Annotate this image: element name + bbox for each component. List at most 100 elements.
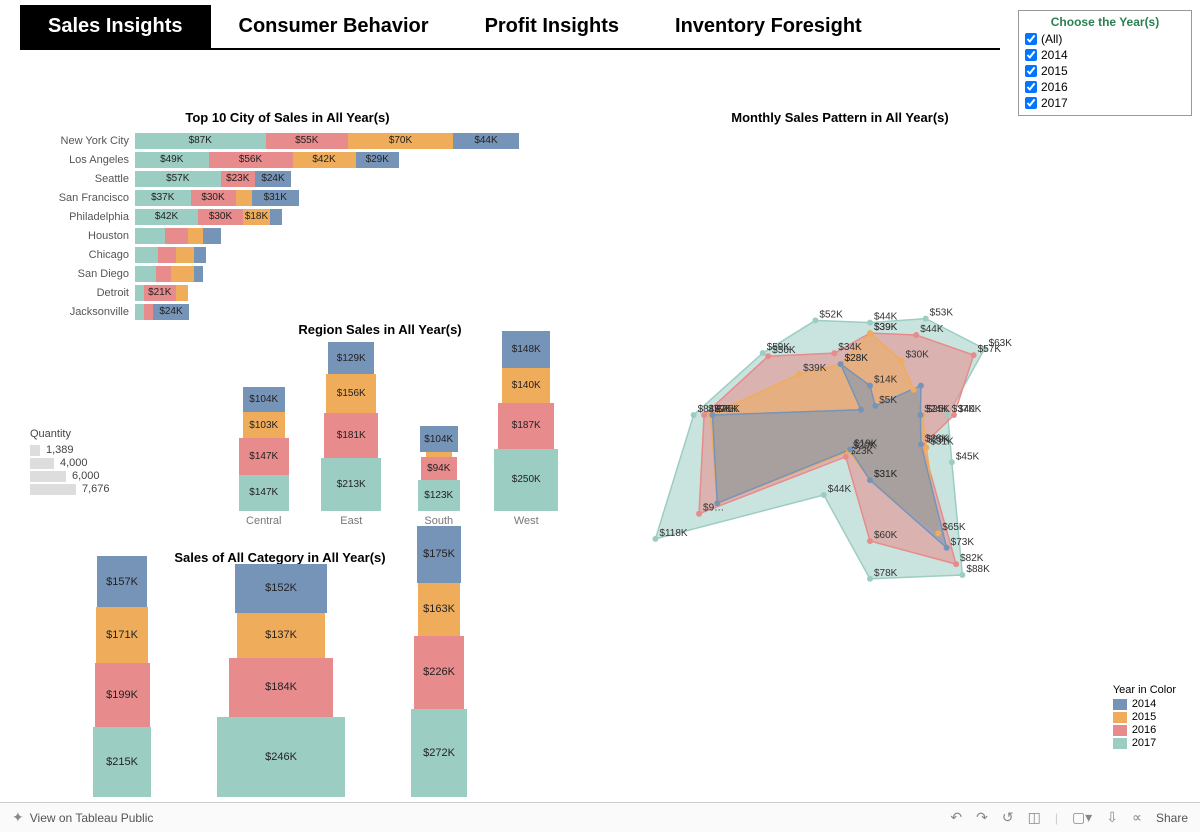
replay-icon[interactable]: ↺: [1002, 809, 1014, 826]
city-seg[interactable]: [270, 209, 282, 225]
city-seg[interactable]: [176, 247, 194, 263]
tab-profit-insights[interactable]: Profit Insights: [457, 5, 647, 48]
category-seg[interactable]: $184K: [229, 658, 333, 718]
radar-point[interactable]: [710, 412, 716, 418]
radar-point[interactable]: [867, 383, 873, 389]
region-seg[interactable]: $104K: [420, 426, 458, 452]
radar-point[interactable]: [935, 530, 941, 536]
category-seg[interactable]: $163K: [418, 583, 460, 636]
radar-point[interactable]: [812, 317, 818, 323]
category-seg[interactable]: $246K: [217, 717, 345, 797]
category-seg[interactable]: $137K: [237, 613, 325, 657]
region-seg[interactable]: $140K: [502, 368, 550, 403]
footer-view-link[interactable]: View on Tableau Public: [30, 811, 154, 825]
color-legend-row[interactable]: 2017: [1113, 737, 1176, 749]
color-legend-row[interactable]: 2016: [1113, 724, 1176, 736]
city-seg[interactable]: [176, 285, 188, 301]
radar-point[interactable]: [867, 538, 873, 544]
radar-point[interactable]: [911, 387, 917, 393]
region-seg[interactable]: $94K: [421, 457, 457, 480]
radar-point[interactable]: [918, 383, 924, 389]
city-seg[interactable]: $42K: [135, 209, 198, 225]
radar-point[interactable]: [872, 403, 878, 409]
city-seg[interactable]: [156, 266, 171, 282]
tab-consumer-behavior[interactable]: Consumer Behavior: [211, 5, 457, 48]
radar-point[interactable]: [867, 320, 873, 326]
city-seg[interactable]: $57K: [135, 171, 221, 187]
region-seg[interactable]: $104K: [243, 387, 285, 413]
radar-point[interactable]: [796, 371, 802, 377]
radar-point[interactable]: [951, 412, 957, 418]
category-seg[interactable]: $157K: [97, 556, 147, 607]
city-seg[interactable]: $37K: [135, 190, 191, 206]
city-seg[interactable]: [236, 190, 253, 206]
region-seg[interactable]: $147K: [239, 475, 289, 511]
city-seg[interactable]: $31K: [252, 190, 299, 206]
city-seg[interactable]: $18K: [243, 209, 270, 225]
radar-point[interactable]: [843, 454, 849, 460]
radar-point[interactable]: [913, 332, 919, 338]
city-seg[interactable]: $87K: [135, 133, 266, 149]
radar-point[interactable]: [847, 447, 853, 453]
region-seg[interactable]: $129K: [328, 342, 374, 374]
category-seg[interactable]: $175K: [417, 526, 461, 583]
radar-point[interactable]: [696, 511, 702, 517]
radar-point[interactable]: [949, 459, 955, 465]
year-checkbox[interactable]: [1025, 33, 1037, 45]
color-legend-row[interactable]: 2015: [1113, 711, 1176, 723]
radar-point[interactable]: [652, 536, 658, 542]
tab-inventory-foresight[interactable]: Inventory Foresight: [647, 5, 890, 48]
radar-point[interactable]: [831, 350, 837, 356]
radar-point[interactable]: [691, 412, 697, 418]
category-seg[interactable]: $152K: [235, 564, 327, 613]
radar-point[interactable]: [959, 572, 965, 578]
redo-icon[interactable]: ↷: [976, 809, 988, 826]
region-seg[interactable]: $156K: [326, 374, 376, 413]
city-seg[interactable]: [158, 247, 176, 263]
region-seg[interactable]: $123K: [418, 480, 460, 511]
share-icon[interactable]: ∝: [1132, 809, 1142, 826]
city-seg[interactable]: [165, 228, 188, 244]
radar-point[interactable]: [923, 445, 929, 451]
city-seg[interactable]: [194, 247, 206, 263]
city-seg[interactable]: [135, 228, 165, 244]
radar-point[interactable]: [953, 561, 959, 567]
radar-point[interactable]: [918, 441, 924, 447]
category-seg[interactable]: $272K: [411, 709, 467, 797]
city-seg[interactable]: $49K: [135, 152, 209, 168]
region-seg[interactable]: $148K: [502, 331, 550, 368]
radar-point[interactable]: [821, 492, 827, 498]
radar-point[interactable]: [867, 576, 873, 582]
radar-point[interactable]: [971, 352, 977, 358]
radar-point[interactable]: [899, 357, 905, 363]
city-seg[interactable]: [188, 228, 203, 244]
year-option[interactable]: (All): [1023, 31, 1187, 47]
city-seg[interactable]: $56K: [209, 152, 293, 168]
city-seg[interactable]: $24K: [255, 171, 291, 187]
present-icon[interactable]: ▢▾: [1072, 809, 1092, 826]
radar-point[interactable]: [917, 412, 923, 418]
undo-icon[interactable]: ↶: [950, 809, 962, 826]
radar-point[interactable]: [867, 330, 873, 336]
pause-icon[interactable]: ◫: [1028, 809, 1041, 826]
city-seg[interactable]: [203, 228, 221, 244]
radar-point[interactable]: [701, 412, 707, 418]
region-seg[interactable]: $103K: [243, 412, 285, 438]
radar-point[interactable]: [838, 361, 844, 367]
radar-point[interactable]: [714, 500, 720, 506]
city-seg[interactable]: [171, 266, 194, 282]
city-seg[interactable]: [144, 304, 153, 320]
city-seg[interactable]: $21K: [144, 285, 176, 301]
city-seg[interactable]: $30K: [198, 209, 243, 225]
region-seg[interactable]: $147K: [239, 438, 289, 474]
radar-point[interactable]: [923, 316, 929, 322]
category-seg[interactable]: $215K: [93, 727, 151, 797]
category-seg[interactable]: $171K: [96, 607, 148, 662]
region-seg[interactable]: $213K: [321, 458, 381, 511]
region-seg[interactable]: $187K: [498, 403, 554, 449]
region-seg[interactable]: $181K: [324, 413, 378, 458]
share-button[interactable]: Share: [1156, 811, 1188, 825]
city-seg[interactable]: $70K: [348, 133, 453, 149]
radar-point[interactable]: [765, 353, 771, 359]
city-seg[interactable]: $44K: [453, 133, 519, 149]
